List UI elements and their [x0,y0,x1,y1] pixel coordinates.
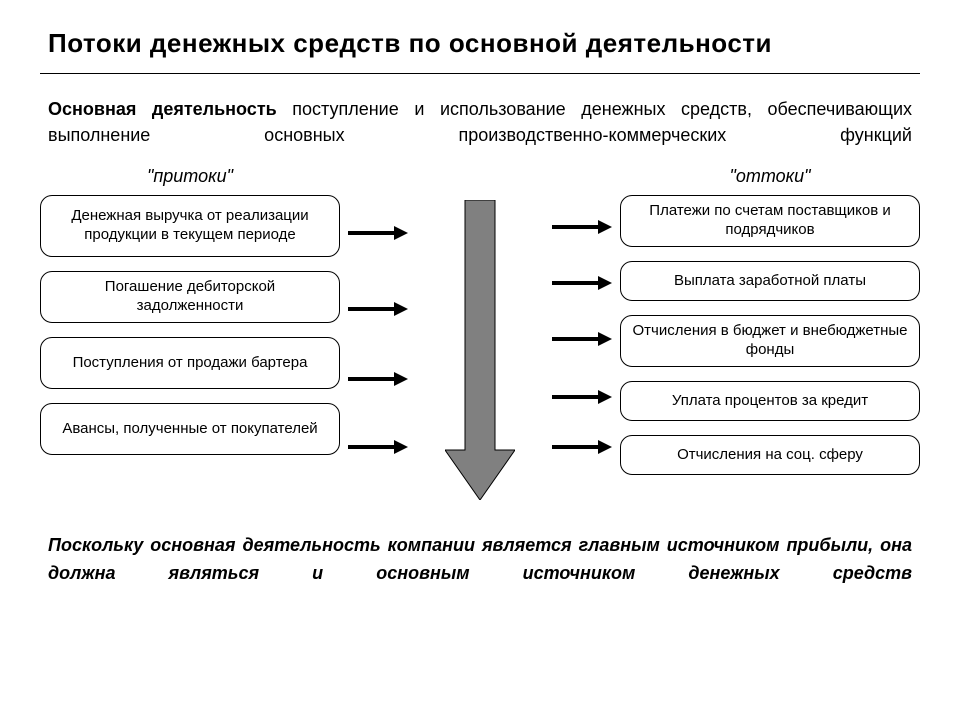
subtitle-lead: Основная деятельность [48,99,277,119]
central-arrow-icon [445,200,515,500]
inflow-arrow-icon [348,440,408,454]
outflow-arrow-icon [552,390,612,404]
inflow-node: Авансы, полученные от покупателей [40,403,340,455]
inflows-column: "притоки" Денежная выручка от реализации… [40,166,340,469]
page-title: Потоки денежных средств по основной деят… [48,28,920,59]
inflows-header: "притоки" [40,166,340,187]
outflow-node: Отчисления в бюджет и внебюджетные фонды [620,315,920,367]
title-divider [40,73,920,74]
outflow-node: Уплата процентов за кредит [620,381,920,421]
inflow-arrow-icon [348,302,408,316]
outflow-node: Отчисления на соц. сферу [620,435,920,475]
cashflow-diagram: "притоки" Денежная выручка от реализации… [40,166,920,506]
outflow-node: Платежи по счетам поставщиков и подрядчи… [620,195,920,247]
inflow-arrow-icon [348,372,408,386]
inflow-node: Денежная выручка от реализации продукции… [40,195,340,257]
outflows-header: "оттоки" [620,166,920,187]
inflow-node: Погашение дебиторской задолженности [40,271,340,323]
outflows-column: "оттоки" Платежи по счетам поставщиков и… [620,166,920,489]
outflow-node: Выплата заработной платы [620,261,920,301]
outflow-arrow-icon [552,332,612,346]
inflow-node: Поступления от продажи бартера [40,337,340,389]
conclusion-text: Поскольку основная деятельность компании… [48,532,912,588]
outflow-arrow-icon [552,276,612,290]
inflow-arrow-icon [348,226,408,240]
subtitle: Основная деятельность поступление и испо… [48,96,912,148]
outflow-arrow-icon [552,440,612,454]
outflow-arrow-icon [552,220,612,234]
page: Потоки денежных средств по основной деят… [0,0,960,720]
